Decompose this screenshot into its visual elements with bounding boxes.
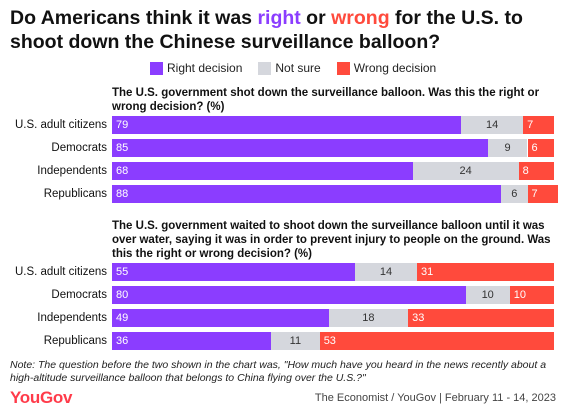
bar-segment-notsure: 11: [271, 332, 320, 350]
bar-segment-wrong: 6: [527, 139, 554, 157]
bar-segment-wrong: 33: [408, 309, 554, 327]
category-label: Independents: [37, 165, 107, 177]
legend: Right decision Not sure Wrong decision: [150, 61, 436, 75]
title-text-3: for the U.S. to shoot down the Chinese s…: [10, 7, 523, 53]
bar-segment-notsure: 14: [461, 116, 524, 134]
footnote: Note: The question before the two shown …: [10, 359, 547, 384]
bar-segment-notsure: 6: [501, 185, 528, 203]
bar-segment-wrong: 7: [527, 185, 559, 203]
category-label: Democrats: [51, 289, 107, 301]
legend-swatch-notsure: [258, 61, 272, 75]
bar-segment-wrong: 31: [417, 263, 554, 281]
category-label: U.S. adult citizens: [14, 119, 107, 131]
bar-segment-wrong: 10: [509, 286, 554, 304]
question-2: The U.S. government waited to shoot down…: [112, 220, 551, 260]
bar-segment-right: 85: [112, 139, 488, 157]
bar-segment-right: 88: [112, 185, 501, 203]
title-text-2: or: [300, 7, 332, 29]
category-label: Independents: [37, 312, 107, 324]
legend-label-notsure: Not sure: [275, 61, 321, 75]
category-label: U.S. adult citizens: [14, 266, 107, 278]
question-1: The U.S. government shot down the survei…: [112, 87, 540, 113]
bar-segment-notsure: 10: [465, 286, 510, 304]
bar-segment-notsure: 9: [487, 139, 528, 157]
legend-item-right: Right decision: [150, 61, 242, 75]
bar-segment-wrong: 7: [523, 116, 554, 134]
yougov-logo: YouGov: [10, 388, 73, 407]
legend-swatch-right: [150, 61, 163, 75]
category-label: Republicans: [43, 188, 107, 200]
legend-item-wrong: Wrong decision: [336, 61, 437, 75]
title-wrong-word: wrong: [331, 7, 390, 29]
chart-title: Do Americans think it was right or wrong…: [10, 6, 558, 54]
bar-segment-right: 36: [112, 332, 272, 350]
legend-swatch-wrong: [336, 61, 350, 75]
legend-label-right: Right decision: [167, 61, 243, 75]
bar-segment-right: 49: [112, 309, 329, 327]
source-text: The Economist / YouGov | February 11 - 1…: [314, 392, 556, 404]
legend-item-notsure: Not sure: [258, 61, 321, 75]
bar-segment-wrong: 8: [518, 162, 554, 180]
bar-segment-notsure: 18: [328, 309, 409, 327]
bar-segment-notsure: 14: [355, 263, 417, 281]
category-label: Republicans: [43, 335, 107, 347]
bar-segment-right: 79: [112, 116, 462, 134]
bar-segment-right: 55: [112, 263, 356, 281]
title-right-word: right: [257, 7, 301, 29]
category-label: Democrats: [51, 142, 107, 154]
bar-segment-right: 80: [112, 286, 466, 304]
bar-segment-notsure: 24: [412, 162, 519, 180]
title-text-1: Do Americans think it was: [10, 7, 258, 29]
bar-segment-wrong: 53: [319, 332, 554, 350]
legend-label-wrong: Wrong decision: [353, 61, 437, 75]
bar-segment-right: 68: [112, 162, 413, 180]
